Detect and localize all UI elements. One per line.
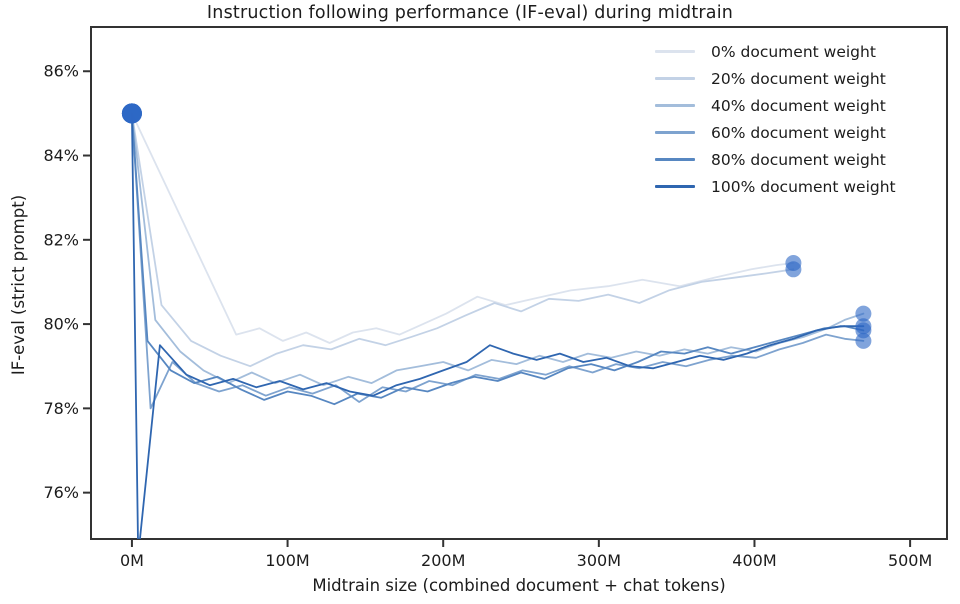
legend-swatch-line [655,104,695,107]
x-tick-label: 0M [120,551,144,570]
legend-label: 80% document weight [711,150,886,169]
series-end-marker-2 [855,305,872,322]
legend: 0% document weight 20% document weight 40%… [655,38,896,200]
legend-item-1: 20% document weight [655,65,896,92]
x-tick-label: 200M [421,551,465,570]
y-tick-label: 76% [43,483,79,502]
x-tick-label: 400M [732,551,776,570]
chart-title: Instruction following performance (IF-ev… [206,3,734,23]
y-tick-label: 80% [43,315,79,334]
legend-label: 20% document weight [711,69,886,88]
legend-label: 60% document weight [711,123,886,142]
legend-label: 40% document weight [711,96,886,115]
series-line-1 [130,112,795,368]
legend-swatch-line [655,50,695,53]
series-markers-layer [121,103,872,349]
y-tick-label: 86% [43,62,79,81]
series-end-marker-5 [855,318,872,335]
series-line-3 [130,112,865,410]
legend-item-0: 0% document weight [655,38,896,65]
x-tick-label: 300M [577,551,621,570]
legend-item-5: 100% document weight [655,173,896,200]
axis-ticks-layer: 0M 100M 200M 300M 400M 500M 76% 78% 80% 82% 84% 86% [43,62,932,570]
series-start-marker-5 [121,103,142,124]
series-line-4 [130,112,865,406]
x-tick-label: 500M [888,551,932,570]
legend-label: 100% document weight [711,177,896,196]
series-end-marker-1 [785,261,802,278]
legend-swatch-line [655,158,695,161]
legend-swatch-line [655,185,695,188]
y-tick-label: 84% [43,146,79,165]
y-tick-label: 82% [43,230,79,249]
legend-item-3: 60% document weight [655,119,896,146]
plot-border [90,26,948,540]
series-line-0 [130,112,795,344]
legend-label: 0% document weight [711,42,876,61]
legend-item-2: 40% document weight [655,92,896,119]
series-line-5 [130,112,865,539]
series-lines-layer [130,112,865,539]
legend-item-4: 80% document weight [655,146,896,173]
x-tick-label: 100M [265,551,309,570]
legend-swatch-line [655,131,695,134]
legend-swatch-line [655,77,695,80]
y-tick-label: 78% [43,399,79,418]
x-axis-label: Midtrain size (combined document + chat … [312,576,725,595]
y-axis-label: IF-eval (strict prompt) [9,195,28,375]
